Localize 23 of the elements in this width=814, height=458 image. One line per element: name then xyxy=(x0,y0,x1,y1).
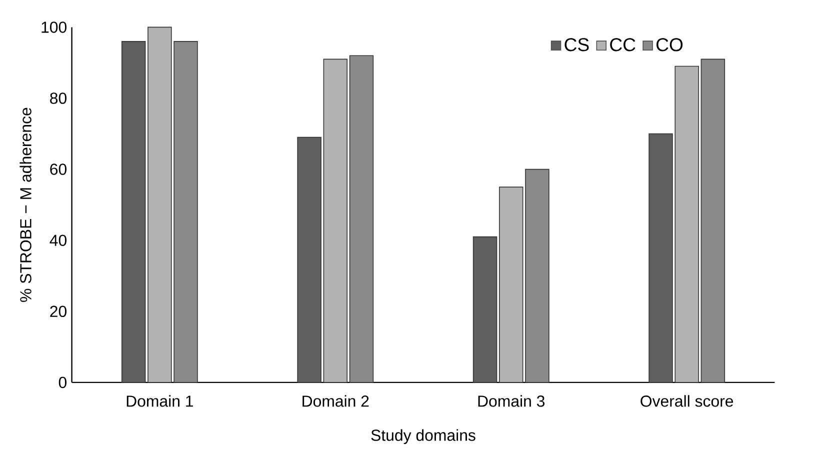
y-tick-label: 40 xyxy=(50,234,66,246)
bar xyxy=(323,58,348,383)
y-tick-label: 0 xyxy=(58,376,66,388)
bar xyxy=(349,55,374,383)
y-tick-label: 60 xyxy=(50,164,66,175)
y-tick-label: 80 xyxy=(50,92,66,104)
legend-label: CC xyxy=(610,38,636,52)
x-axis-title: Study domains xyxy=(371,429,476,444)
y-tick-label: 20 xyxy=(50,306,66,318)
bar xyxy=(525,168,550,383)
bar xyxy=(121,41,146,383)
bar xyxy=(297,136,322,383)
x-tick-label: Domain 2 xyxy=(302,395,369,407)
legend-label: CS xyxy=(564,38,589,52)
y-axis-title: % STROBE − M adherence xyxy=(20,108,32,302)
bar xyxy=(499,186,524,383)
x-tick-label: Domain 3 xyxy=(478,395,544,407)
bar xyxy=(700,58,726,383)
y-tick-label: 100 xyxy=(42,22,66,33)
bar xyxy=(472,236,498,383)
legend-label: CO xyxy=(656,38,683,52)
x-tick-label: Overall score xyxy=(640,395,734,407)
x-tick-label: Domain 1 xyxy=(126,395,193,407)
